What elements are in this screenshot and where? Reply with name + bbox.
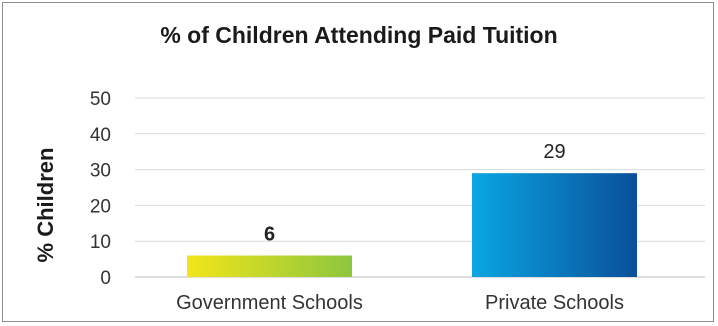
- y-tick-label: 0: [100, 268, 111, 289]
- x-category-label: Government Schools: [176, 292, 363, 314]
- bar: [187, 256, 352, 277]
- x-axis-categories: Government Schools Private Schools: [176, 292, 624, 314]
- bar: [472, 173, 637, 277]
- bars: [187, 173, 637, 277]
- y-tick-label: 50: [90, 89, 111, 110]
- y-tick-label: 20: [90, 196, 111, 217]
- y-tick-label: 40: [90, 125, 111, 146]
- y-tick-label: 30: [90, 161, 111, 182]
- y-axis-ticks: 0 10 20 30 40 50: [90, 89, 111, 289]
- y-axis-label: % Children: [33, 148, 58, 263]
- data-label: 29: [543, 141, 565, 163]
- x-category-label: Private Schools: [485, 292, 624, 314]
- y-tick-label: 10: [90, 232, 111, 253]
- data-label: 6: [264, 224, 275, 246]
